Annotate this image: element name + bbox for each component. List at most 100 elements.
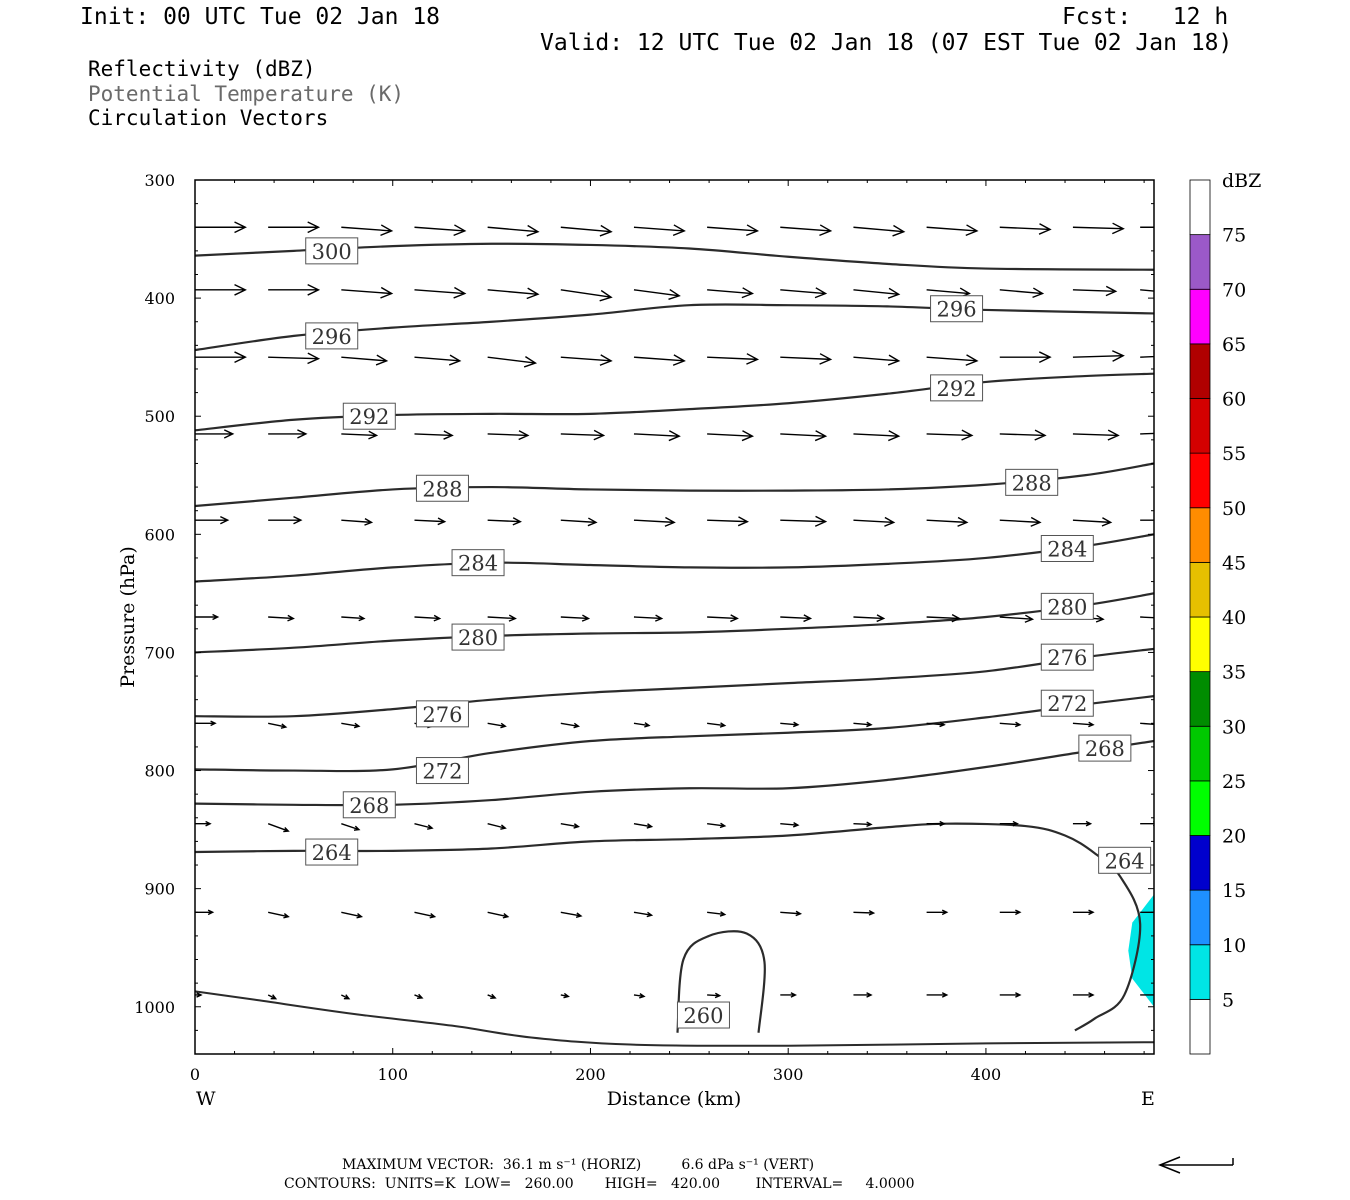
- circulation-vector: [560, 822, 581, 829]
- circulation-vector: [414, 430, 454, 440]
- circulation-vector: [487, 224, 540, 237]
- circulation-vector: [1140, 616, 1154, 619]
- circulation-vector: [853, 516, 896, 527]
- circulation-vector: [999, 223, 1052, 235]
- isentrope-label: 292: [937, 377, 977, 401]
- isentrope-label: 264: [1105, 849, 1145, 873]
- colorbar-bin: [1189, 561, 1211, 618]
- y-tick-label: 900: [144, 880, 175, 899]
- isentrope-label-box: [305, 237, 359, 265]
- isentrope-label-box: [415, 757, 469, 785]
- colorbar-label: 75: [1222, 225, 1246, 247]
- circulation-vector: [780, 910, 803, 917]
- surface-line: [195, 990, 1154, 1047]
- circulation-vector: [341, 224, 394, 237]
- colorbar-bin: [1189, 780, 1211, 836]
- circulation-vector: [1072, 222, 1125, 235]
- isentrope-label-box: [1040, 689, 1094, 717]
- colorbar-label: 25: [1222, 771, 1246, 793]
- isentrope-label: 264: [312, 841, 352, 865]
- circulation-vector: [267, 994, 278, 1000]
- isentrope-272: [195, 695, 1154, 773]
- circulation-vector: [853, 721, 873, 728]
- circulation-vector: [267, 823, 290, 833]
- circulation-vector: [560, 517, 598, 527]
- circulation-vector: [853, 354, 901, 366]
- circulation-vector: [707, 353, 760, 365]
- circulation-vector: [707, 614, 739, 623]
- circulation-vector: [707, 992, 722, 999]
- circulation-vector: [999, 614, 1035, 623]
- circulation-vector: [414, 823, 434, 830]
- isentrope-label-box: [415, 700, 469, 728]
- circulation-vector: [926, 613, 961, 623]
- circulation-vector: [341, 911, 364, 919]
- circulation-vector: [633, 354, 686, 366]
- circulation-vector: [487, 287, 540, 300]
- isentrope-label: 276: [422, 703, 462, 727]
- isentrope-label-box: [342, 402, 396, 430]
- init-time: Init: 00 UTC Tue 02 Jan 18: [80, 4, 441, 30]
- circulation-vector: [853, 287, 901, 299]
- isentrope-276: [195, 647, 1154, 718]
- circulation-vector: [1072, 429, 1120, 441]
- circulation-vector: [1072, 517, 1113, 527]
- circulation-vector: [560, 429, 606, 441]
- x-tick-label: 0: [190, 1065, 200, 1084]
- circulation-vector: [780, 287, 828, 299]
- colorbar-bin: [1189, 507, 1211, 563]
- circulation-vector: [195, 992, 203, 998]
- isentrope-label-box: [1040, 592, 1094, 620]
- isentrope-label: 268: [349, 794, 389, 818]
- circulation-vector: [414, 993, 424, 999]
- isentrope-label: 284: [1047, 537, 1087, 561]
- circulation-vector: [268, 722, 288, 729]
- isentrope-292: [195, 372, 1154, 432]
- isentrope-label-box: [1040, 534, 1094, 562]
- circulation-vector: [414, 286, 467, 299]
- circulation-vector: [1140, 911, 1154, 913]
- colorbar-label: 50: [1222, 498, 1246, 520]
- circulation-vector: [487, 993, 497, 999]
- field-circulation-vectors: Circulation Vectors: [88, 106, 329, 130]
- colorbar-bin: [1189, 343, 1211, 399]
- circulation-vector: [414, 911, 437, 919]
- field-potential-temperature: Potential Temperature (K): [88, 82, 405, 106]
- isentrope-label-box: [1005, 468, 1059, 496]
- circulation-vector: [487, 614, 517, 622]
- forecast-hour: Fcst: 12 h: [1062, 4, 1229, 30]
- circulation-vector: [341, 722, 361, 729]
- isentrope-label: 296: [312, 325, 352, 349]
- colorbar-bin: [1189, 835, 1211, 891]
- circulation-vector: [633, 993, 646, 999]
- colorbar-label: 45: [1222, 552, 1246, 574]
- isentrope-label: 288: [422, 477, 462, 501]
- isentrope-label: 288: [1012, 471, 1052, 495]
- valid-time: Valid: 12 UTC Tue 02 Jan 18 (07 EST Tue …: [540, 30, 1233, 56]
- circulation-vector: [341, 615, 366, 622]
- colorbar-label: 35: [1222, 662, 1246, 684]
- circulation-vector: [341, 286, 394, 299]
- circulation-vector: [487, 517, 522, 526]
- circulation-vector: [1140, 722, 1154, 726]
- isentrope-label: 272: [422, 760, 462, 784]
- circulation-vector: [707, 722, 727, 728]
- circulation-vector: [926, 516, 969, 527]
- colorbar-label: 55: [1222, 443, 1246, 465]
- y-tick-label: 1000: [134, 998, 175, 1017]
- circulation-vector: [633, 722, 651, 728]
- circulation-vector: [633, 614, 664, 622]
- colorbar-label: 20: [1222, 826, 1246, 848]
- circulation-vector: [999, 429, 1047, 441]
- circulation-vector: [780, 224, 833, 237]
- circulation-vector: [414, 224, 467, 237]
- colorbar-unit: dBZ: [1222, 170, 1261, 192]
- circulation-vector: [195, 221, 247, 234]
- circulation-vector: [707, 430, 755, 442]
- isentrope-label: 292: [349, 405, 389, 429]
- circulation-vector: [487, 356, 538, 368]
- plot-frame: [194, 179, 1155, 1055]
- circulation-vector: [707, 516, 749, 527]
- x-right-end-label: E: [1141, 1088, 1155, 1110]
- x-tick-label: 400: [971, 1065, 1002, 1084]
